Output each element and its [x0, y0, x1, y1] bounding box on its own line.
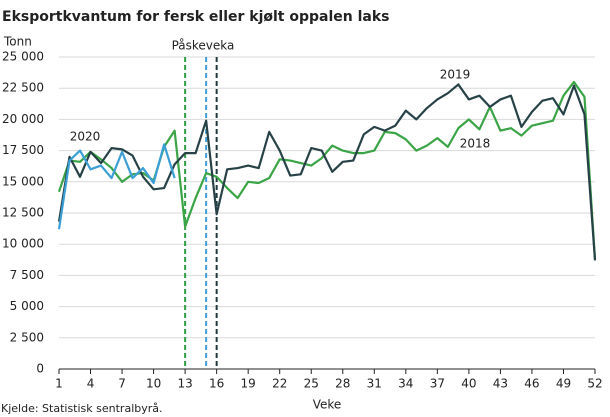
- y-tick-label: 17 500: [2, 143, 44, 157]
- y-tick-label: 0: [36, 362, 44, 376]
- y-tick-label: 12 500: [2, 206, 44, 220]
- series-label: 2019: [440, 68, 471, 82]
- x-tick-label: 49: [556, 377, 571, 391]
- x-tick-label: 40: [461, 377, 476, 391]
- x-tick-label: 22: [272, 377, 287, 391]
- y-tick-label: 2 500: [10, 330, 44, 344]
- x-tick-label: 25: [304, 377, 319, 391]
- y-tick-label: 25 000: [2, 50, 44, 64]
- series-label: 2018: [460, 137, 491, 151]
- x-tick-label: 16: [209, 377, 224, 391]
- x-axis-label: Veke: [313, 398, 342, 412]
- x-tick-label: 13: [177, 377, 192, 391]
- x-tick-label: 1: [55, 377, 63, 391]
- chart-title: Eksportkvantum for fersk eller kjølt opp…: [2, 9, 390, 25]
- x-tick-label: 52: [587, 377, 602, 391]
- y-tick-label: 10 000: [2, 237, 44, 251]
- x-tick-label: 7: [118, 377, 126, 391]
- x-tick-label: 43: [493, 377, 508, 391]
- x-tick-label: 28: [335, 377, 350, 391]
- annotation: Påskeveka: [172, 39, 235, 53]
- y-tick-label: 5 000: [10, 299, 44, 313]
- x-tick-label: 31: [367, 377, 382, 391]
- x-tick-label: 10: [146, 377, 161, 391]
- y-tick-label: 7 500: [10, 268, 44, 282]
- x-tick-label: 37: [430, 377, 445, 391]
- y-tick-label: 22 500: [2, 81, 44, 95]
- x-tick-label: 46: [524, 377, 539, 391]
- series-line: [57, 83, 597, 261]
- y-tick-label: 15 000: [2, 174, 44, 188]
- x-tick-label: 4: [87, 377, 95, 391]
- x-tick-label: 19: [241, 377, 256, 391]
- source: Kjelde: Statistisk sentralbyrå.: [1, 402, 163, 415]
- series-line: [57, 143, 176, 230]
- x-tick-label: 34: [398, 377, 413, 391]
- y-unit-label: Tonn: [3, 35, 32, 49]
- series-label: 2020: [70, 130, 101, 144]
- y-tick-label: 20 000: [2, 112, 44, 126]
